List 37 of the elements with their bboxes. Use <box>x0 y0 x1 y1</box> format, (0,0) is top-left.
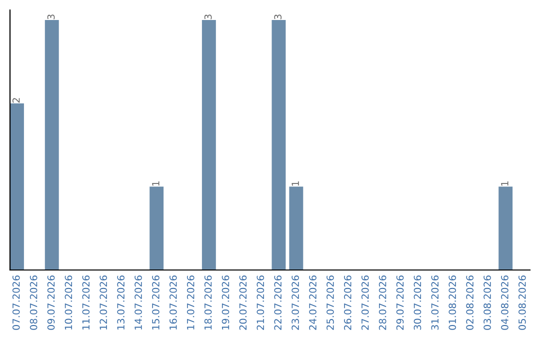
data-label: 3 <box>204 14 212 20</box>
x-tick-label: 29.07.2026 <box>396 275 404 330</box>
data-label: 1 <box>152 181 160 186</box>
x-tick-label: 09.07.2026 <box>47 275 55 330</box>
x-tick-label: 19.07.2026 <box>222 275 230 330</box>
x-tick-label: 22.07.2026 <box>274 275 282 330</box>
data-label: 3 <box>47 14 55 20</box>
data-label: 1 <box>292 181 299 186</box>
x-tick-label: 18.07.2026 <box>204 275 212 330</box>
x-tick-label: 07.07.2026 <box>12 275 20 330</box>
x-tick-label: 01.08.2026 <box>448 275 456 330</box>
x-tick-label: 23.07.2026 <box>292 275 299 330</box>
x-tick-label: 12.07.2026 <box>100 275 108 330</box>
x-tick-label: 31.07.2026 <box>431 275 439 330</box>
x-tick-label: 30.07.2026 <box>414 275 422 330</box>
data-label: 2 <box>12 98 20 103</box>
x-tick-label: 05.08.2026 <box>518 275 526 330</box>
x-tick-label: 03.08.2026 <box>484 275 491 330</box>
x-tick-label: 24.07.2026 <box>309 275 316 330</box>
x-tick-label: 26.07.2026 <box>344 275 352 330</box>
x-tick-label: 28.07.2026 <box>378 275 386 330</box>
x-tick-label: 16.07.2026 <box>169 275 177 330</box>
x-tick-label: 10.07.2026 <box>64 275 72 330</box>
x-tick-label: 14.07.2026 <box>134 275 142 330</box>
x-tick-label: 20.07.2026 <box>239 275 247 330</box>
x-tick-label: 02.08.2026 <box>466 275 474 330</box>
x-tick-label: 15.07.2026 <box>152 275 160 330</box>
x-tick-label: 21.07.2026 <box>256 275 264 330</box>
data-label: 3 <box>274 14 282 20</box>
data-label: 1 <box>501 181 508 186</box>
x-tick-label: 27.07.2026 <box>361 275 369 330</box>
x-tick-label: 04.08.2026 <box>501 275 508 330</box>
x-tick-label: 11.07.2026 <box>82 275 90 330</box>
x-tick-label: 25.07.2026 <box>326 275 334 330</box>
x-tick-label: 13.07.2026 <box>117 275 124 330</box>
x-tick-label: 08.07.2026 <box>30 275 38 330</box>
x-tick-label: 17.07.2026 <box>186 275 194 330</box>
